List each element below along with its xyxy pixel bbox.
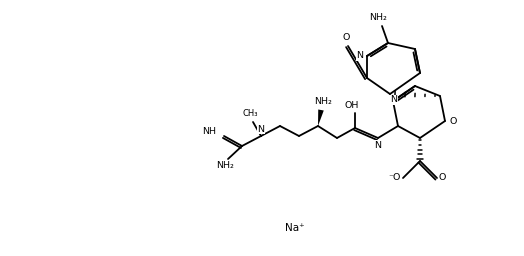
Text: CH₃: CH₃ [242, 110, 258, 119]
Text: Na⁺: Na⁺ [285, 223, 305, 233]
Text: N: N [356, 51, 364, 60]
Text: O: O [449, 116, 457, 125]
Polygon shape [318, 110, 324, 126]
Text: N: N [390, 95, 398, 104]
Text: NH₂: NH₂ [369, 14, 387, 23]
Text: NH₂: NH₂ [314, 98, 332, 106]
Text: OH: OH [345, 101, 359, 111]
Text: ⁻O: ⁻O [389, 174, 401, 183]
Text: N: N [257, 124, 265, 133]
Text: O: O [342, 34, 350, 42]
Text: N: N [375, 141, 381, 150]
Text: O: O [438, 174, 446, 183]
Text: NH₂: NH₂ [216, 162, 234, 170]
Text: NH: NH [202, 126, 216, 135]
